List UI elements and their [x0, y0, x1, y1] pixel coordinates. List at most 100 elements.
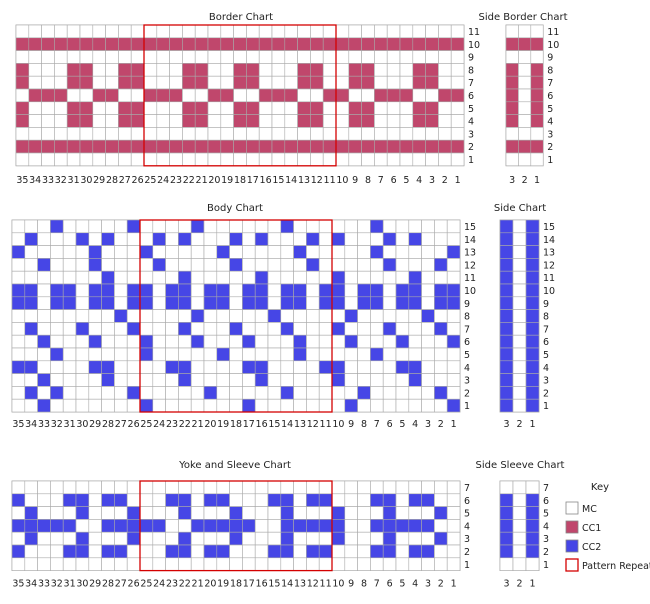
- stitch-main: [156, 24, 170, 39]
- stitch-main: [318, 258, 333, 272]
- stitch-contrast: [297, 114, 311, 128]
- stitch-contrast: [118, 139, 132, 154]
- stitch-contrast: [525, 360, 540, 374]
- column-label: 33: [38, 579, 50, 590]
- stitch-contrast: [271, 139, 286, 154]
- stitch-main: [318, 245, 333, 259]
- stitch-main: [512, 480, 527, 495]
- stitch-main: [203, 258, 218, 272]
- stitch-main: [165, 506, 179, 520]
- stitch-main: [280, 270, 294, 285]
- stitch-main: [229, 557, 243, 571]
- stitch-main: [207, 24, 222, 39]
- stitch-main: [267, 232, 282, 246]
- stitch-contrast: [11, 519, 26, 533]
- stitch-main: [182, 24, 196, 39]
- stitch-main: [361, 152, 375, 167]
- stitch-contrast: [505, 139, 519, 154]
- stitch-contrast: [254, 373, 269, 387]
- stitch-main: [370, 398, 384, 413]
- stitch-contrast: [66, 114, 81, 128]
- stitch-main: [178, 347, 192, 362]
- stitch-contrast: [331, 322, 346, 336]
- stitch-main: [88, 373, 102, 387]
- stitch-main: [395, 557, 410, 571]
- stitch-main: [386, 50, 401, 64]
- stitch-main: [348, 127, 362, 141]
- stitch-main: [190, 386, 205, 400]
- stitch-main: [152, 245, 166, 259]
- stitch-contrast: [434, 296, 448, 310]
- stitch-contrast: [525, 309, 540, 323]
- stitch-main: [322, 75, 337, 90]
- stitch-contrast: [75, 232, 90, 246]
- stitch-main: [425, 24, 439, 39]
- stitch-main: [203, 531, 218, 546]
- row-label: 9: [547, 53, 553, 64]
- stitch-main: [54, 114, 68, 128]
- stitch-main: [370, 258, 384, 272]
- stitch-contrast: [525, 398, 540, 413]
- stitch-main: [395, 398, 410, 413]
- stitch-main: [357, 232, 371, 246]
- stitch-contrast: [310, 63, 324, 77]
- stitch-contrast: [382, 322, 397, 336]
- stitch-contrast: [229, 258, 243, 272]
- stitch-main: [395, 245, 410, 259]
- stitch-main: [374, 50, 388, 64]
- stitch-main: [190, 245, 205, 259]
- stitch-main: [182, 127, 196, 141]
- column-label: 2: [438, 419, 444, 430]
- stitch-contrast: [114, 519, 128, 533]
- stitch-main: [450, 152, 465, 167]
- stitch-main: [156, 75, 170, 90]
- stitch-main: [24, 219, 38, 234]
- stitch-main: [79, 152, 94, 167]
- stitch-main: [306, 322, 320, 336]
- stitch-main: [220, 75, 234, 90]
- stitch-main: [246, 152, 260, 167]
- stitch-contrast: [280, 493, 294, 507]
- stitch-main: [126, 398, 141, 413]
- stitch-main: [446, 386, 461, 400]
- stitch-contrast: [50, 219, 64, 234]
- stitch-main: [105, 152, 119, 167]
- pattern-repeat-box: [139, 480, 333, 572]
- column-label: 16: [256, 579, 268, 590]
- stitch-contrast: [361, 139, 375, 154]
- stitch-main: [280, 398, 294, 413]
- stitch-contrast: [62, 544, 77, 559]
- stitch-contrast: [434, 531, 448, 546]
- stitch-main: [399, 50, 414, 64]
- stitch-main: [438, 152, 452, 167]
- stitch-contrast: [408, 232, 422, 246]
- stitch-contrast: [194, 63, 209, 77]
- stitch-main: [395, 480, 410, 495]
- stitch-main: [344, 322, 358, 336]
- stitch-contrast: [525, 232, 540, 246]
- stitch-main: [203, 245, 218, 259]
- stitch-main: [54, 24, 68, 39]
- stitch-contrast: [505, 114, 519, 128]
- stitch-contrast: [499, 519, 514, 533]
- stitch-main: [412, 50, 426, 64]
- column-label: 10: [336, 175, 348, 186]
- stitch-contrast: [24, 232, 38, 246]
- stitch-main: [130, 24, 145, 39]
- stitch-contrast: [54, 88, 68, 103]
- stitch-main: [434, 245, 448, 259]
- stitch-main: [318, 270, 333, 285]
- stitch-contrast: [382, 258, 397, 272]
- stitch-contrast: [105, 139, 119, 154]
- stitch-contrast: [182, 101, 196, 115]
- stitch-main: [310, 127, 324, 141]
- stitch-main: [169, 152, 183, 167]
- stitch-main: [11, 309, 26, 323]
- stitch-main: [280, 347, 294, 362]
- stitch-main: [216, 219, 230, 234]
- stitch-main: [306, 270, 320, 285]
- stitch-main: [322, 127, 337, 141]
- stitch-main: [92, 50, 106, 64]
- stitch-contrast: [284, 37, 298, 51]
